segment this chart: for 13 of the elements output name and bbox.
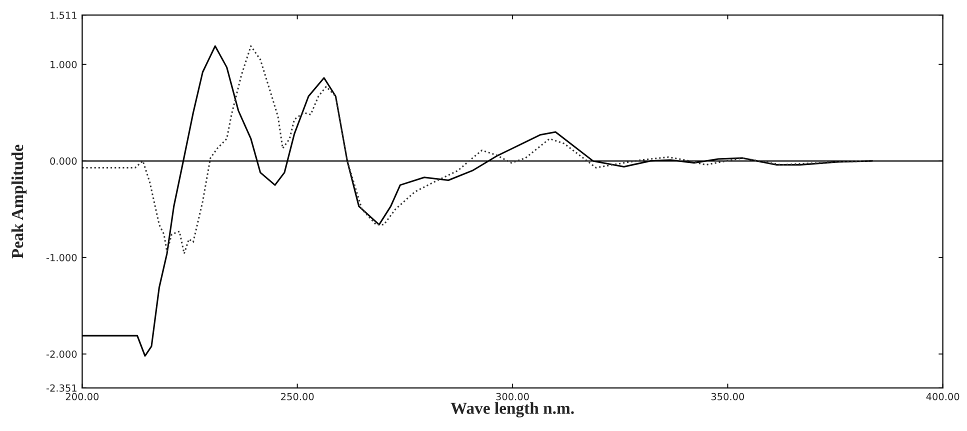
y-tick-label: -1.000 <box>46 254 77 262</box>
x-tick-label: 300.00 <box>496 392 529 400</box>
x-tick-label: 250.00 <box>281 392 314 400</box>
x-tick-label: 400.00 <box>926 392 960 400</box>
y-tick-label: 1.000 <box>50 60 77 68</box>
x-tick-label: 350.00 <box>711 392 744 400</box>
x-axis-title: Wave length n.m. <box>450 402 574 418</box>
y-tick-label: 1.511 <box>50 12 76 19</box>
x-tick-label: 200.00 <box>66 392 99 400</box>
y-tick-label: -2.351 <box>46 384 76 392</box>
y-tick-label: -2.000 <box>46 350 77 358</box>
y-tick-label: 0.000 <box>50 157 77 165</box>
y-axis-title: Peak Amplitude <box>11 144 27 258</box>
